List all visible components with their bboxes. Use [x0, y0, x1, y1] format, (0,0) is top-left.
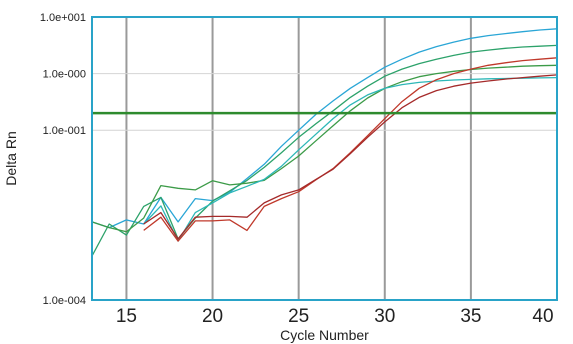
- series-line-6: [143, 74, 558, 240]
- y-tick-label-3: 1.0e-004: [43, 295, 86, 307]
- series-line-2: [91, 44, 558, 257]
- series-line-1: [91, 28, 558, 229]
- y-tick-labels: 1.0e+001 1.0e-000 1.0e-001 1.0e-004: [40, 12, 86, 307]
- y-axis-label: Delta Rn: [3, 131, 19, 185]
- gridlines: [92, 17, 557, 300]
- x-tick-label-30: 30: [374, 306, 395, 327]
- series-line-5: [143, 57, 558, 242]
- plot-frame: [91, 16, 558, 301]
- y-tick-label-0: 1.0e+001: [40, 12, 86, 24]
- x-tick-label-25: 25: [288, 306, 309, 327]
- series-lines: [91, 28, 558, 257]
- x-axis-label: Cycle Number: [280, 327, 369, 343]
- x-tick-labels: 15 20 25 30 35 40: [116, 306, 554, 327]
- series-line-4: [143, 76, 558, 242]
- series-line-3: [91, 64, 558, 233]
- x-tick-label-20: 20: [202, 306, 223, 327]
- y-tick-label-2: 1.0e-001: [43, 125, 86, 137]
- x-tick-label-40: 40: [532, 306, 553, 327]
- y-tick-label-1: 1.0e-000: [43, 69, 86, 81]
- x-tick-label-35: 35: [460, 306, 481, 327]
- x-tick-label-15: 15: [116, 306, 137, 327]
